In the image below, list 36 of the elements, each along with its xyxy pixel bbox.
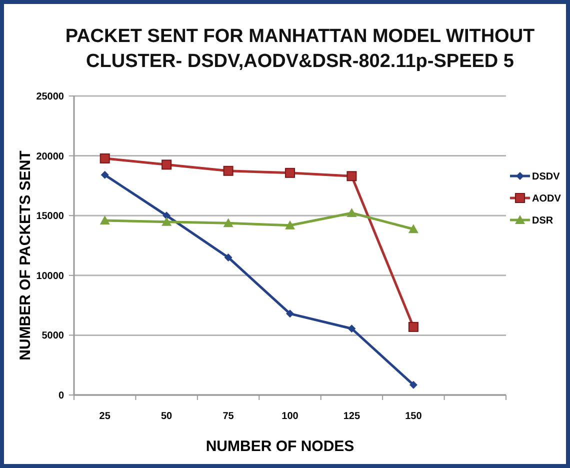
y-tick-label: 10000 <box>36 270 64 282</box>
x-tick-label: 50 <box>161 411 173 422</box>
x-tick-label: 75 <box>222 411 234 422</box>
point <box>408 224 418 234</box>
x-tick-label: 125 <box>343 411 360 422</box>
x-tick-label: 100 <box>282 411 299 422</box>
legend-label: AODV <box>532 194 562 204</box>
point <box>285 168 295 178</box>
point <box>100 216 110 225</box>
point <box>100 153 110 164</box>
point <box>346 208 357 217</box>
y-tick-label: 5000 <box>42 330 64 342</box>
point <box>100 170 109 179</box>
y-tick-label: 25000 <box>36 92 64 102</box>
x-tick-label: 150 <box>405 411 422 422</box>
point <box>285 220 295 230</box>
point <box>286 310 294 318</box>
y-tick-label: 15000 <box>36 211 64 222</box>
point <box>162 216 172 226</box>
y-tick-label: 0 <box>58 390 64 402</box>
point <box>346 171 357 182</box>
point <box>409 380 418 389</box>
point <box>223 218 234 228</box>
x-axis-title: NUMBER OF NODES <box>206 438 354 455</box>
point <box>162 212 171 220</box>
x-tick-label: 25 <box>99 411 111 422</box>
point <box>223 166 234 176</box>
y-axis-title: NUMBER OF PACKETS SENT <box>17 150 34 360</box>
point <box>408 322 418 332</box>
legend-label: DSR <box>532 216 554 226</box>
point <box>162 160 172 170</box>
chart-title: PACKET SENT FOR MANHATTAN MODEL WITHOUT CLUSTER- DSDV,AODV&DSR-802.11p-SPEED 5 <box>65 26 536 72</box>
legend-label: DSDV <box>532 172 560 182</box>
point <box>348 324 356 333</box>
y-tick-label: 20000 <box>36 151 64 162</box>
point <box>224 253 232 262</box>
